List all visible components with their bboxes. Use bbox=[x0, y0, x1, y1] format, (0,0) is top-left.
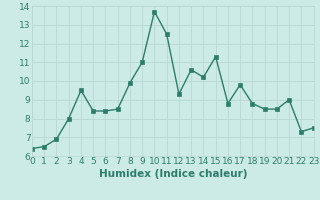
X-axis label: Humidex (Indice chaleur): Humidex (Indice chaleur) bbox=[99, 169, 247, 179]
